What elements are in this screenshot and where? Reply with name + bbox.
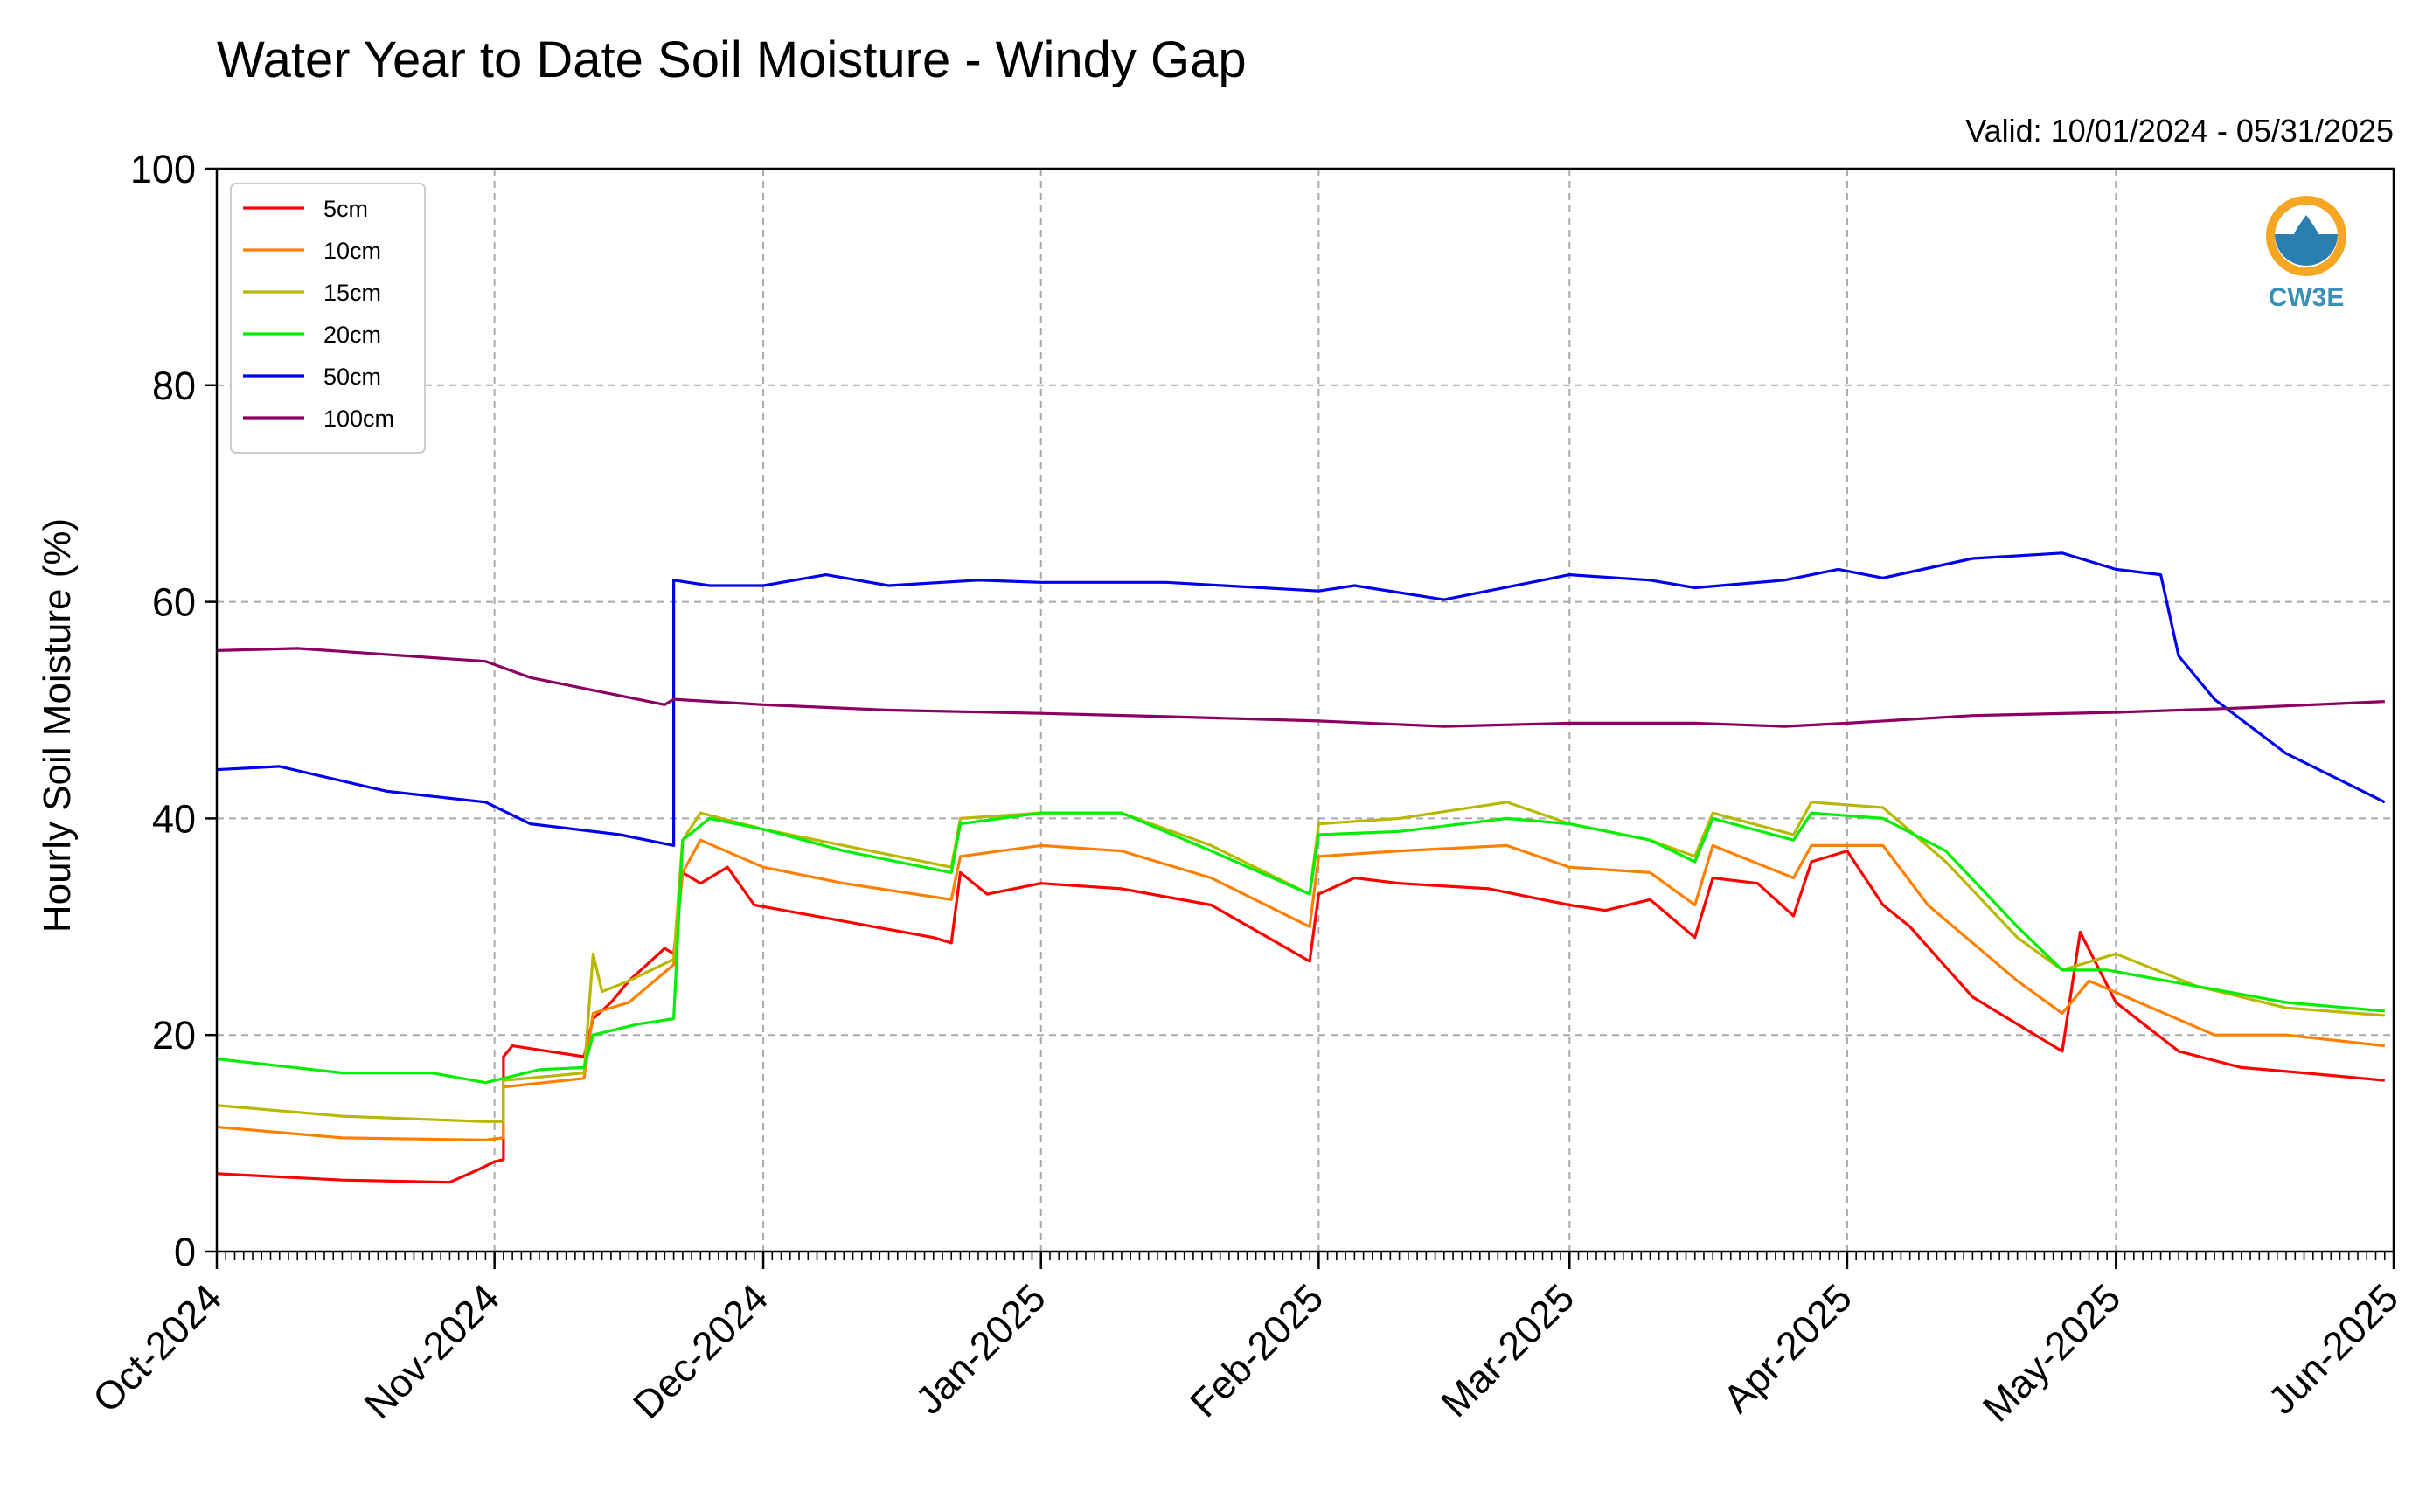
- legend-label-10cm: 10cm: [323, 238, 381, 264]
- legend-label-5cm: 5cm: [323, 196, 368, 222]
- water-drop-icon: [2292, 215, 2320, 257]
- legend-label-20cm: 20cm: [323, 322, 381, 348]
- logo-text: CW3E: [2269, 283, 2345, 312]
- y-tick-label: 60: [152, 580, 196, 625]
- series-lines: [216, 551, 2386, 1184]
- x-tick-label: Jun-2025: [2259, 1275, 2407, 1423]
- y-axis-label: Hourly Soil Moisture (%): [36, 518, 79, 933]
- legend-label-100cm: 100cm: [323, 406, 394, 432]
- legend-label-50cm: 50cm: [323, 364, 381, 390]
- grid-lines: [217, 169, 2394, 1252]
- y-tick-label: 20: [152, 1013, 196, 1058]
- x-tick-label: Jan-2025: [907, 1275, 1054, 1423]
- series-line-10cm: [216, 838, 2385, 1141]
- x-tick-label: May-2025: [1974, 1275, 2130, 1431]
- cw3e-logo: CW3E: [2266, 196, 2346, 312]
- x-tick-label: Nov-2024: [356, 1275, 508, 1427]
- x-tick-label: Oct-2024: [84, 1275, 230, 1421]
- series-line-20cm: [216, 811, 2385, 1085]
- x-tick-label: Mar-2025: [1432, 1275, 1582, 1425]
- series-line-100cm: [216, 647, 2385, 728]
- series-line-5cm: [216, 850, 2385, 1184]
- y-tick-label: 100: [130, 147, 196, 191]
- y-tick-label: 80: [152, 364, 196, 408]
- x-tick-label: Feb-2025: [1181, 1275, 1331, 1425]
- axes: 0 20 40 60 80 100 Oct-2024 Nov-2024 Dec-2024 Jan-…: [84, 147, 2407, 1431]
- y-tick-label: 0: [174, 1230, 196, 1274]
- y-tick-label: 40: [152, 796, 196, 841]
- legend-label-15cm: 15cm: [323, 280, 381, 306]
- x-tick-label: Dec-2024: [624, 1275, 776, 1427]
- x-tick-label: Apr-2025: [1714, 1275, 1860, 1421]
- valid-date-range: Valid: 10/01/2024 - 05/31/2025: [1965, 113, 2394, 149]
- chart-title: Water Year to Date Soil Moisture - Windy…: [217, 31, 1247, 88]
- series-line-15cm: [216, 801, 2385, 1123]
- series-line-50cm: [216, 551, 2386, 847]
- legend: 5cm 10cm 15cm 20cm 50cm 100cm: [230, 183, 426, 454]
- plot-frame: [215, 167, 2395, 1253]
